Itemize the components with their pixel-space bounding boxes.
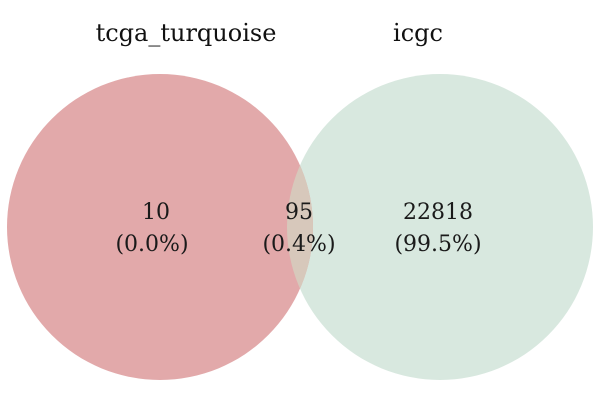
circle-icgc: [287, 74, 593, 380]
intersection-count: 95: [285, 200, 313, 225]
set-label-tcga-turquoise: tcga_turquoise: [96, 19, 277, 47]
set-label-icgc: icgc: [393, 19, 443, 47]
circle-tcga-turquoise: [7, 74, 313, 380]
right-only-count: 22818: [403, 200, 473, 225]
left-only-count: 10: [142, 200, 170, 225]
right-only-percent: (99.5%): [394, 232, 481, 257]
left-only-percent: (0.0%): [115, 232, 188, 257]
intersection-percent: (0.4%): [262, 232, 335, 257]
